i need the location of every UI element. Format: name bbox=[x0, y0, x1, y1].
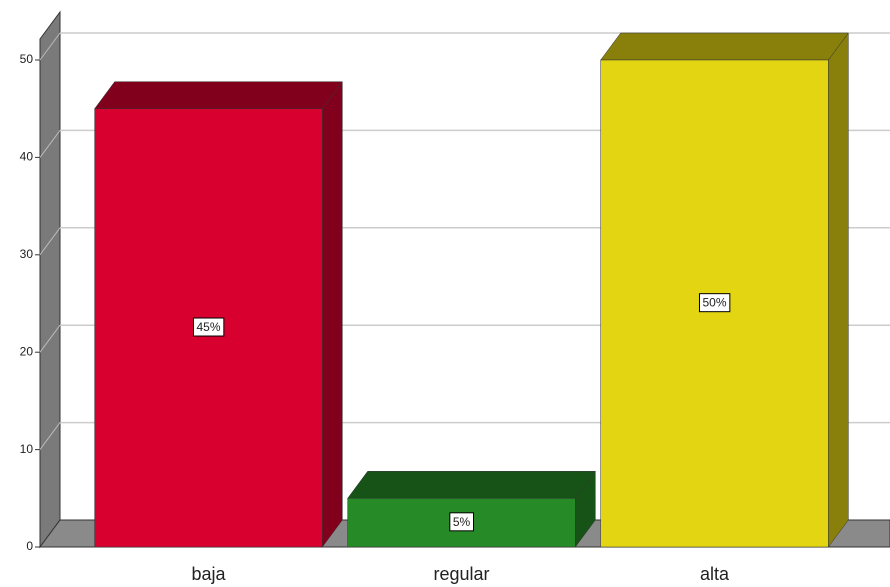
value-label: 45% bbox=[196, 320, 220, 334]
bar-top bbox=[347, 471, 596, 499]
grid-line bbox=[39, 324, 61, 353]
left-wall bbox=[39, 10, 61, 549]
grid-line bbox=[39, 32, 61, 61]
x-tick-label: alta bbox=[700, 564, 730, 584]
value-label: 5% bbox=[453, 515, 471, 529]
y-tick-label: 10 bbox=[20, 442, 34, 456]
y-tick-label: 30 bbox=[20, 247, 34, 261]
bar-side bbox=[322, 80, 343, 548]
value-label-box bbox=[698, 293, 731, 313]
bar-top bbox=[94, 81, 343, 109]
y-tick-label: 20 bbox=[20, 344, 34, 358]
value-label: 50% bbox=[702, 296, 726, 310]
value-label-box bbox=[449, 512, 475, 532]
x-tick-label: baja bbox=[191, 564, 226, 584]
y-tick-label: 40 bbox=[20, 150, 34, 164]
grid-line bbox=[39, 422, 61, 450]
value-label-box bbox=[192, 317, 225, 337]
x-tick-label: regular bbox=[433, 564, 489, 584]
grid-line bbox=[39, 227, 61, 256]
grid-line bbox=[39, 130, 61, 158]
bar-side bbox=[828, 32, 849, 548]
bar-top bbox=[600, 32, 849, 61]
y-tick-label: 50 bbox=[20, 52, 34, 66]
y-tick-label: 0 bbox=[26, 539, 33, 553]
